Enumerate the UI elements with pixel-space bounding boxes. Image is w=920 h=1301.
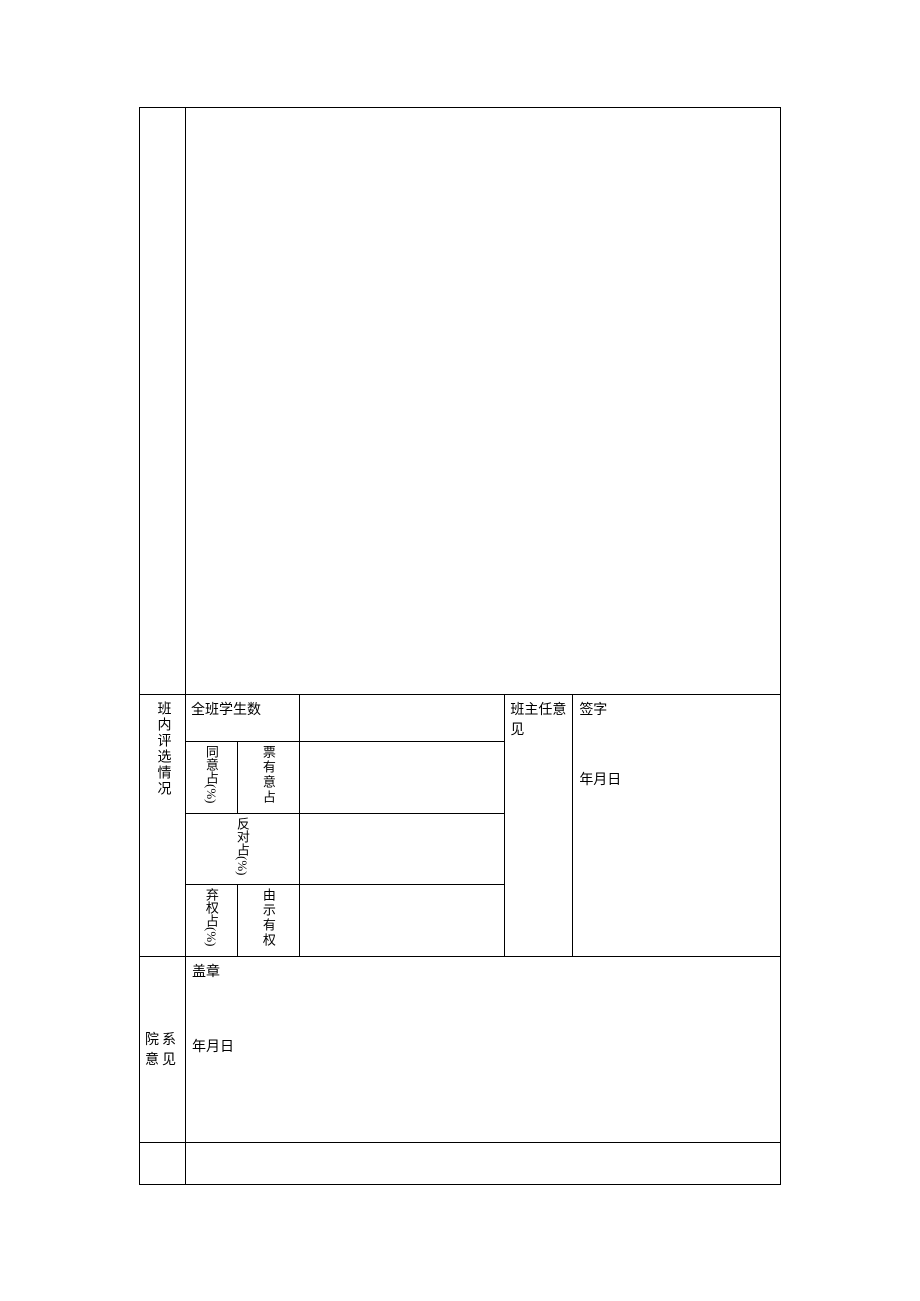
- class-eval-label-cell: 班内评选情况: [140, 695, 186, 957]
- abstain-value-cell: [299, 884, 505, 956]
- top-row: [140, 108, 781, 695]
- agree-label: 同意占(%): [202, 745, 221, 804]
- head-teacher-label: 班主任意见: [510, 703, 566, 738]
- students-row: 班内评选情况 全班学生数 班主任意见 签字 年月日: [140, 695, 781, 742]
- dept-row: 院系意见 盖章 年月日: [140, 956, 781, 1142]
- abstain-label2: 由示有权: [259, 888, 278, 948]
- sign-label: 签字: [579, 699, 774, 719]
- top-body-cell: [185, 108, 780, 695]
- abstain-label2-cell: 由示有权: [237, 884, 299, 956]
- dept-label-cell: 院系意见: [140, 956, 186, 1142]
- students-label: 全班学生数: [191, 703, 261, 718]
- bottom-left-cell: [140, 1142, 186, 1184]
- bottom-body-cell: [185, 1142, 780, 1184]
- bottom-row: [140, 1142, 781, 1184]
- stamp-label: 盖章: [192, 961, 774, 981]
- agree-label2: 票有意占: [259, 745, 278, 805]
- agree-value-cell: [299, 742, 505, 814]
- agree-label2-cell: 票有意占: [237, 742, 299, 814]
- oppose-value-cell: [299, 814, 505, 885]
- date-label-1: 年月日: [579, 769, 774, 789]
- form-table: 班内评选情况 全班学生数 班主任意见 签字 年月日 同意占(%) 票有意占: [139, 107, 781, 1185]
- oppose-label-cell: 反对占(%): [185, 814, 299, 885]
- dept-body-cell: 盖章 年月日: [185, 956, 780, 1142]
- students-value-cell: [299, 695, 505, 742]
- class-eval-label: 班内评选情况: [152, 701, 172, 797]
- dept-label: 院系意见: [145, 1033, 179, 1068]
- students-label-cell: 全班学生数: [185, 695, 299, 742]
- page-container: 班内评选情况 全班学生数 班主任意见 签字 年月日 同意占(%) 票有意占: [0, 0, 920, 1301]
- head-teacher-label-cell: 班主任意见: [505, 695, 573, 957]
- top-left-cell: [140, 108, 186, 695]
- agree-label-cell: 同意占(%): [185, 742, 237, 814]
- abstain-label-cell: 弃权占(%): [185, 884, 237, 956]
- head-teacher-body-cell: 签字 年月日: [573, 695, 781, 957]
- oppose-label: 反对占(%): [233, 817, 252, 876]
- abstain-label: 弃权占(%): [202, 888, 221, 947]
- date-label-2: 年月日: [192, 1036, 774, 1056]
